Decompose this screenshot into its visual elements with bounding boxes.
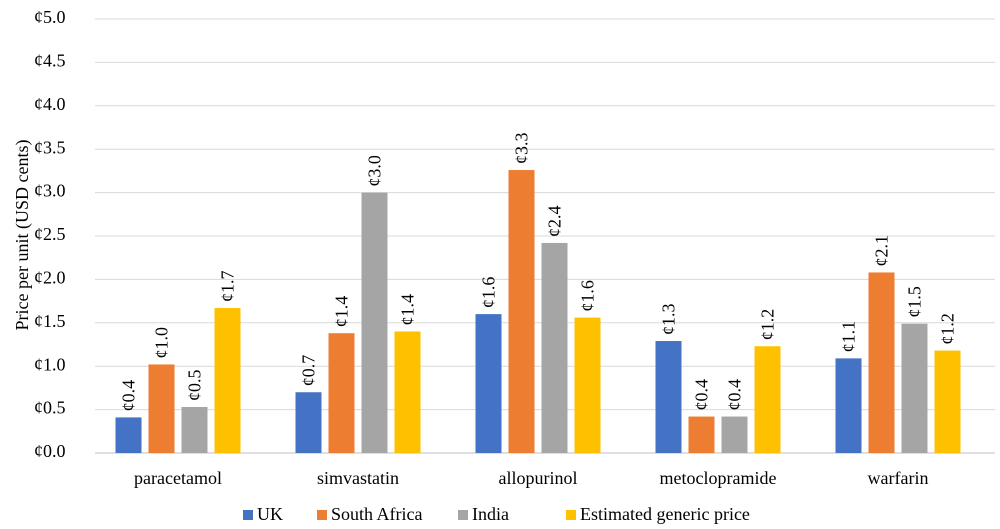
bar [508, 170, 535, 454]
bar [934, 350, 961, 453]
data-label: ¢1.3 [659, 304, 679, 336]
y-tick-label: ¢5.0 [34, 7, 66, 27]
legend-label: UK [257, 504, 283, 524]
bar [328, 333, 355, 453]
y-tick-label: ¢2.0 [34, 268, 66, 288]
y-axis-ticks: ¢0.0 ¢0.5 ¢1.0 ¢1.5 ¢2.0 ¢2.5 ¢3.0 ¢3.5 ¢4.0 ¢4.5… [34, 7, 66, 461]
data-label: ¢1.6 [578, 280, 598, 312]
category-label: paracetamol [134, 468, 222, 488]
data-label: ¢3.0 [365, 155, 385, 187]
category-label: allopurinol [499, 468, 578, 488]
bar [835, 358, 862, 453]
bar [115, 417, 142, 453]
bar [688, 416, 715, 453]
data-label: ¢1.4 [398, 294, 418, 326]
bar [394, 331, 421, 453]
bar [181, 406, 208, 453]
category-label: simvastatin [317, 468, 399, 488]
bar [361, 192, 388, 453]
legend-swatch [317, 510, 327, 520]
data-label: ¢1.7 [218, 271, 238, 303]
data-label: ¢0.7 [299, 355, 319, 387]
category-label: metoclopramide [660, 468, 777, 488]
y-axis-title: Price per unit (USD cents) [12, 140, 33, 331]
bar [655, 341, 682, 453]
data-labels: ¢0.4 ¢1.0 ¢0.5 ¢1.7 ¢0.7 ¢1.4 ¢3.0 ¢1.4 ¢1.6 ¢3.3… [119, 133, 958, 412]
data-label: ¢0.4 [692, 379, 712, 411]
bar [214, 308, 241, 453]
legend-swatch [566, 510, 576, 520]
bar [901, 323, 928, 453]
bar [475, 314, 502, 453]
legend-label: South Africa [331, 504, 423, 524]
data-label: ¢1.5 [905, 286, 925, 318]
bars [115, 170, 961, 454]
legend-swatch [243, 510, 253, 520]
bar [541, 242, 568, 453]
legend-swatch [458, 510, 468, 520]
y-tick-label: ¢3.5 [34, 137, 66, 157]
data-label: ¢1.2 [758, 309, 778, 341]
bar [574, 317, 601, 453]
legend-label: Estimated generic price [580, 504, 750, 524]
bar [868, 272, 895, 453]
data-label: ¢1.2 [938, 313, 958, 345]
category-labels: paracetamol simvastatin allopurinol metoclo… [134, 468, 928, 488]
data-label: ¢1.1 [839, 321, 859, 353]
data-label: ¢2.4 [545, 205, 565, 237]
data-label: ¢0.5 [185, 369, 205, 401]
y-tick-label: ¢1.5 [34, 311, 66, 331]
y-tick-label: ¢4.0 [34, 94, 66, 114]
bar [754, 346, 781, 453]
bar [721, 416, 748, 453]
y-tick-label: ¢0.5 [34, 398, 66, 418]
data-label: ¢1.4 [332, 296, 352, 328]
data-label: ¢2.1 [872, 235, 892, 267]
bar [295, 392, 322, 453]
category-label: warfarin [868, 468, 929, 488]
data-label: ¢1.6 [479, 277, 499, 309]
y-tick-label: ¢3.0 [34, 181, 66, 201]
legend: UK South Africa India Estimated generic pri… [243, 504, 750, 524]
y-tick-label: ¢1.0 [34, 354, 66, 374]
data-label: ¢0.4 [725, 379, 745, 411]
y-tick-label: ¢0.0 [34, 441, 66, 461]
data-label: ¢1.0 [152, 327, 172, 359]
y-tick-label: ¢2.5 [34, 224, 66, 244]
legend-label: India [472, 504, 509, 524]
data-label: ¢3.3 [512, 133, 532, 165]
data-label: ¢0.4 [119, 380, 139, 412]
y-tick-label: ¢4.5 [34, 51, 66, 71]
bar [148, 364, 175, 453]
